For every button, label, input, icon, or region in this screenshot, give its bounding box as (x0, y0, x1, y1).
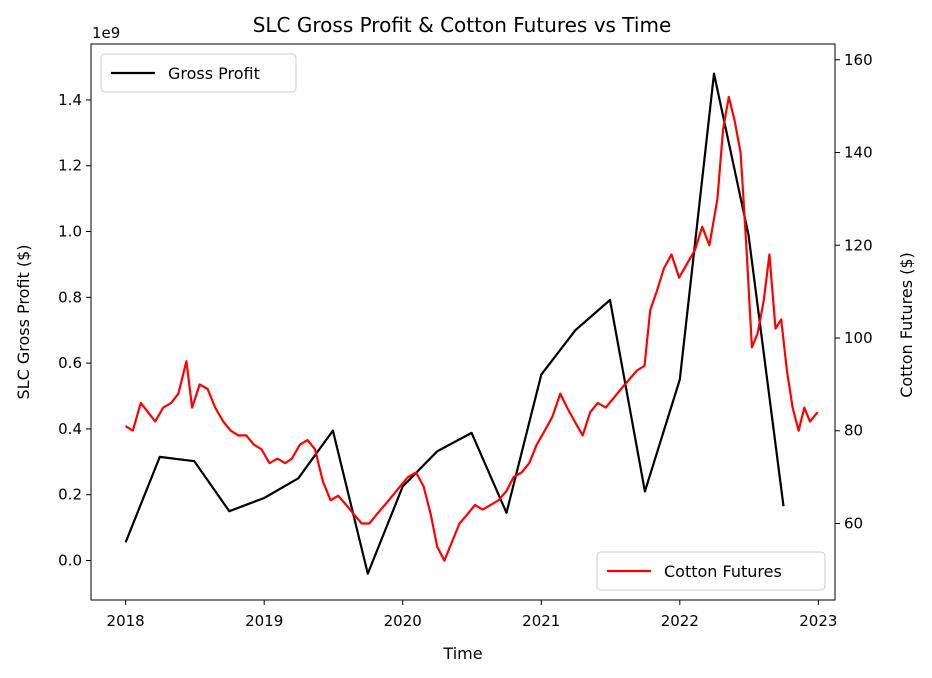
left-y-tick-label: 0.4 (58, 420, 82, 438)
left-y-tick-label: 0.0 (58, 552, 82, 570)
left-offset-text: 1e9 (92, 24, 120, 42)
legend-cotton-futures-label: Cotton Futures (664, 562, 782, 581)
gross-profit-line (124, 72, 785, 575)
right-y-tick-label: 160 (844, 51, 873, 69)
x-tick-label: 2021 (522, 612, 560, 630)
x-tick-label: 2019 (245, 612, 283, 630)
left-y-tick-label: 0.8 (58, 288, 82, 306)
right-y-tick-label: 100 (844, 329, 873, 347)
x-axis-label: Time (442, 644, 482, 663)
left-y-axis-label: SLC Gross Profit ($) (14, 245, 33, 400)
plot-frame (90, 43, 836, 601)
cotton-futures-line (125, 95, 819, 562)
chart-title: SLC Gross Profit & Cotton Futures vs Tim… (253, 13, 672, 37)
left-y-tick-label: 0.6 (58, 354, 82, 372)
left-y-tick-label: 0.2 (58, 486, 82, 504)
right-y-tick-label: 140 (844, 144, 873, 162)
x-tick-label: 2020 (384, 612, 422, 630)
right-y-tick-label: 120 (844, 236, 873, 254)
left-y-tick-label: 1.2 (58, 157, 82, 175)
right-y-tick-label: 80 (844, 422, 863, 440)
left-y-tick-label: 1.0 (58, 223, 82, 241)
left-y-tick-label: 1.4 (58, 91, 82, 109)
plot-area: 2018 2019 2020 2021 2022 2023 0.0 0.2 0.4 0.6 0.8 1… (58, 43, 873, 630)
right-y-axis-label: Cotton Futures ($) (897, 252, 916, 398)
legend-gross-profit-label: Gross Profit (168, 64, 260, 83)
x-tick-label: 2023 (799, 612, 837, 630)
right-y-tick-label: 60 (844, 514, 863, 532)
x-tick-label: 2022 (661, 612, 699, 630)
x-tick-label: 2018 (107, 612, 145, 630)
legend-cotton-futures-box (596, 551, 826, 591)
legend-gross-profit-box (100, 53, 297, 93)
